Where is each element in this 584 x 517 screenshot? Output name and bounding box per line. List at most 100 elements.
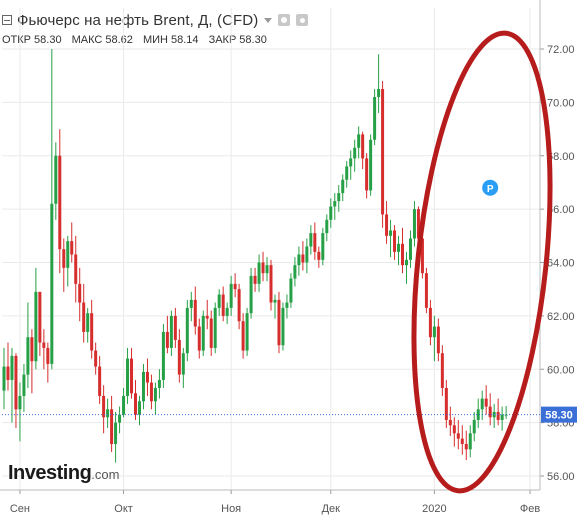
candle-body bbox=[313, 233, 317, 252]
candle-body bbox=[325, 219, 329, 234]
candle-body bbox=[181, 353, 185, 375]
candle-body bbox=[58, 155, 62, 250]
candle-body bbox=[337, 193, 341, 202]
candle-body bbox=[197, 326, 201, 351]
candle-body bbox=[145, 371, 149, 383]
candle-body bbox=[165, 331, 169, 348]
candle-body bbox=[309, 233, 313, 247]
y-tick-label: 72.00 bbox=[547, 44, 575, 56]
candle-body bbox=[229, 283, 233, 308]
candle-body bbox=[14, 355, 18, 410]
candle-body bbox=[321, 233, 325, 260]
candle-body bbox=[46, 347, 50, 364]
candle-body bbox=[137, 401, 141, 415]
investing-logo: Investing.com bbox=[8, 462, 119, 485]
y-tick-label: 70.00 bbox=[547, 97, 575, 109]
y-tick-label: 62.00 bbox=[547, 311, 575, 323]
candle-body bbox=[416, 209, 420, 239]
candle-body bbox=[6, 366, 10, 380]
chart-header: Фьючерс на нефть Brent, Д, (CFD) bbox=[0, 10, 309, 30]
candle-body bbox=[98, 366, 102, 396]
candle-body bbox=[404, 259, 408, 266]
candle-body bbox=[492, 411, 496, 418]
candle-body bbox=[504, 414, 508, 416]
close-value: 58.30 bbox=[239, 34, 267, 46]
candle-body bbox=[157, 379, 161, 388]
candle-body bbox=[468, 433, 472, 450]
candle-body bbox=[118, 414, 122, 423]
last-price-tag bbox=[541, 406, 577, 423]
candle-body bbox=[381, 89, 385, 215]
candle-body bbox=[444, 387, 448, 420]
y-tick-label: 66.00 bbox=[547, 204, 575, 216]
candle-body bbox=[289, 278, 293, 303]
dropdown-caret-icon[interactable] bbox=[264, 17, 273, 23]
candle-body bbox=[353, 147, 357, 159]
y-tick-label: 58.00 bbox=[547, 418, 575, 430]
candle-body bbox=[241, 321, 245, 351]
candle-body bbox=[452, 425, 456, 434]
candle-body bbox=[420, 238, 424, 274]
candle-body bbox=[273, 299, 277, 303]
candle-body bbox=[233, 283, 237, 290]
candle-body bbox=[397, 243, 401, 252]
candle-body bbox=[269, 265, 273, 303]
y-tick-label: 68.00 bbox=[547, 151, 575, 163]
y-tick-label: 56.00 bbox=[547, 471, 575, 483]
collapse-icon[interactable] bbox=[2, 15, 12, 25]
candle-body bbox=[257, 262, 261, 284]
candle-body bbox=[86, 313, 90, 332]
candle-body bbox=[357, 134, 361, 148]
candle-body bbox=[440, 353, 444, 388]
candle-body bbox=[464, 443, 468, 450]
candle-body bbox=[26, 337, 30, 375]
candle-body bbox=[102, 395, 106, 418]
eye-icon[interactable] bbox=[278, 14, 291, 26]
candle-body bbox=[385, 214, 389, 236]
candle-body bbox=[213, 307, 217, 348]
candle-body bbox=[361, 134, 365, 159]
candle-body bbox=[293, 265, 297, 279]
event-marker bbox=[482, 179, 499, 196]
candle-body bbox=[141, 371, 145, 402]
candle-body bbox=[488, 406, 492, 418]
candle-body bbox=[149, 382, 153, 402]
candle-body bbox=[114, 422, 118, 444]
candle-body bbox=[161, 331, 165, 380]
candle-body bbox=[62, 249, 66, 268]
x-tick-label: Окт bbox=[114, 503, 133, 515]
gear-icon[interactable] bbox=[296, 14, 309, 26]
candle-body bbox=[500, 414, 504, 420]
candle-body bbox=[245, 313, 249, 351]
open-label: ОТКР bbox=[2, 34, 32, 46]
candle-body bbox=[126, 358, 130, 396]
candle-body bbox=[18, 395, 22, 410]
candle-body bbox=[54, 155, 58, 204]
candle-body bbox=[10, 355, 14, 380]
candle-body bbox=[301, 254, 305, 263]
candle-body bbox=[261, 262, 265, 274]
candle-body bbox=[217, 294, 221, 308]
x-tick-label: 2020 bbox=[422, 503, 446, 515]
y-tick-label: 64.00 bbox=[547, 258, 575, 270]
candle-body bbox=[277, 299, 281, 346]
candle-body bbox=[185, 307, 189, 354]
candle-body bbox=[333, 201, 337, 207]
candle-body bbox=[169, 315, 173, 348]
low-label: МИН bbox=[142, 34, 168, 46]
candle-body bbox=[253, 275, 257, 284]
candle-body bbox=[424, 273, 428, 308]
candle-body bbox=[205, 315, 209, 319]
candle-body bbox=[285, 302, 289, 308]
candle-body bbox=[249, 275, 253, 314]
candle-body bbox=[70, 241, 74, 255]
chart-title: Фьючерс на нефть Brent, Д, (CFD) bbox=[17, 11, 259, 29]
annotation-ellipse bbox=[411, 30, 553, 494]
low-value: 58.14 bbox=[170, 34, 199, 46]
candle-body bbox=[110, 409, 114, 444]
candle-body bbox=[393, 230, 397, 252]
candle-body bbox=[460, 438, 464, 444]
